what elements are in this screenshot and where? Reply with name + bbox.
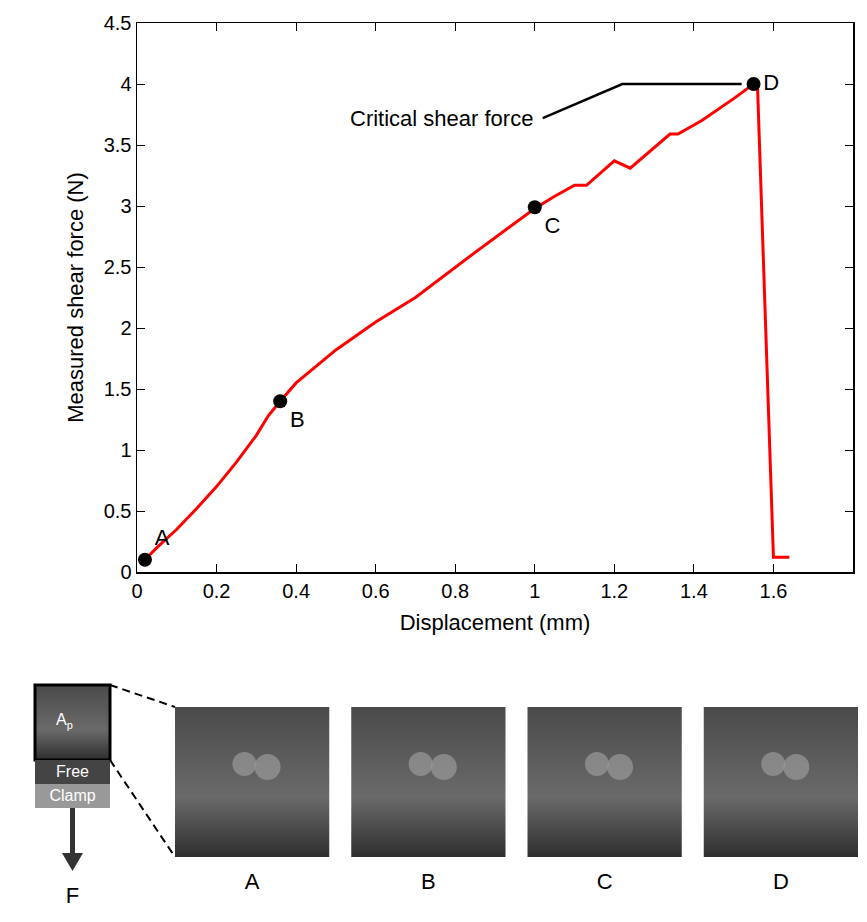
- svg-text:0.6: 0.6: [362, 580, 390, 602]
- svg-text:3: 3: [120, 195, 131, 217]
- svg-text:0: 0: [120, 561, 131, 583]
- svg-text:0.4: 0.4: [282, 580, 310, 602]
- svg-text:0.2: 0.2: [203, 580, 231, 602]
- svg-text:2: 2: [120, 317, 131, 339]
- svg-text:A: A: [155, 525, 170, 550]
- svg-text:A: A: [245, 869, 260, 894]
- svg-text:C: C: [597, 869, 613, 894]
- svg-text:2.5: 2.5: [104, 256, 132, 278]
- svg-text:1.2: 1.2: [600, 580, 628, 602]
- svg-text:1.5: 1.5: [104, 378, 132, 400]
- svg-text:C: C: [545, 213, 561, 238]
- svg-text:4: 4: [120, 73, 131, 95]
- svg-text:B: B: [290, 407, 305, 432]
- svg-text:1.4: 1.4: [680, 580, 708, 602]
- svg-text:0.5: 0.5: [104, 500, 132, 522]
- svg-text:3.5: 3.5: [104, 134, 132, 156]
- svg-text:1: 1: [529, 580, 540, 602]
- svg-text:Ap: Ap: [56, 711, 73, 731]
- svg-text:D: D: [773, 869, 789, 894]
- svg-text:4.5: 4.5: [104, 12, 132, 34]
- svg-text:B: B: [421, 869, 436, 894]
- svg-text:1: 1: [120, 439, 131, 461]
- svg-text:0: 0: [131, 580, 142, 602]
- svg-text:Free: Free: [56, 763, 89, 780]
- svg-text:F: F: [66, 883, 79, 908]
- svg-text:1.6: 1.6: [760, 580, 788, 602]
- svg-text:Displacement (mm): Displacement (mm): [400, 610, 591, 635]
- svg-text:Measured shear force (N): Measured shear force (N): [63, 172, 88, 423]
- svg-text:Critical shear force: Critical shear force: [350, 106, 533, 131]
- svg-text:0.8: 0.8: [441, 580, 469, 602]
- svg-text:D: D: [763, 70, 779, 95]
- svg-text:Clamp: Clamp: [49, 787, 95, 804]
